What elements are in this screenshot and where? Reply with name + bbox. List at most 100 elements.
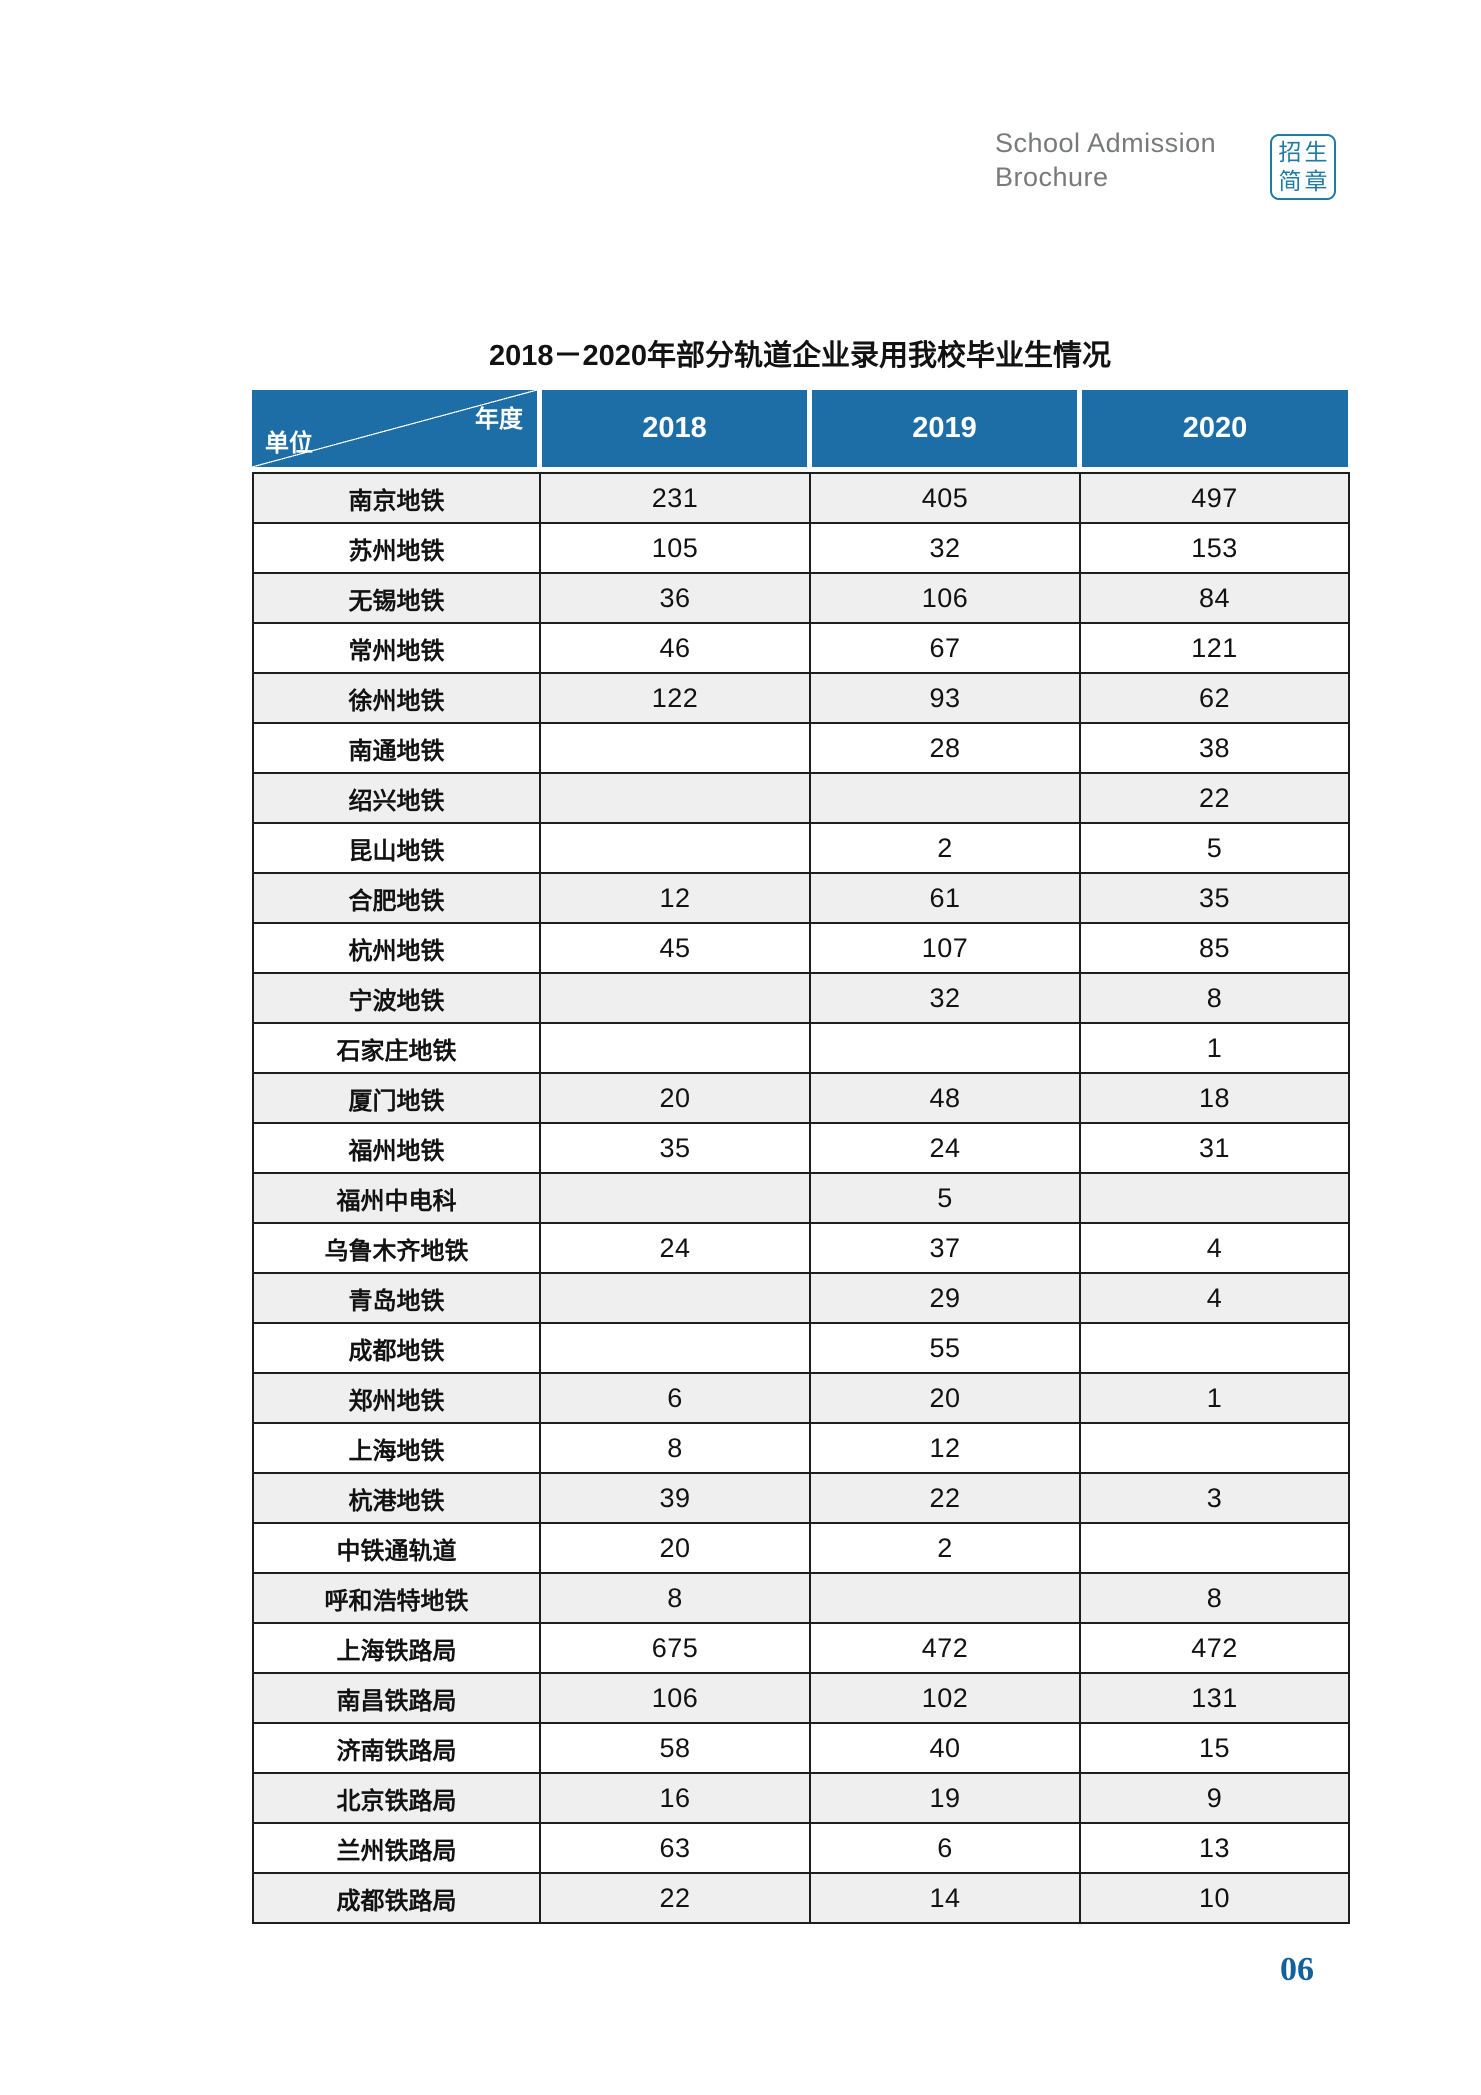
year-header-2018: 2018 [542,390,807,467]
value-cell: 13 [1079,1822,1350,1874]
value-cell: 107 [809,922,1081,974]
value-cell: 48 [809,1072,1081,1124]
value-cell: 24 [539,1222,811,1274]
unit-cell: 无锡地铁 [252,572,541,624]
unit-cell: 南通地铁 [252,722,541,774]
value-cell: 472 [809,1622,1081,1674]
table-row: 兰州铁路局 63 6 13 [252,1822,1350,1874]
value-cell: 18 [1079,1072,1350,1124]
table-row: 绍兴地铁 22 [252,772,1350,824]
unit-cell: 济南铁路局 [252,1722,541,1774]
value-cell [539,772,811,824]
value-cell [1079,1172,1350,1224]
value-cell: 405 [809,472,1081,524]
value-cell [539,1022,811,1074]
table-row: 呼和浩特地铁 8 8 [252,1572,1350,1624]
value-cell: 5 [809,1172,1081,1224]
table-row: 福州中电科 5 [252,1172,1350,1224]
value-cell: 32 [809,522,1081,574]
unit-cell: 福州中电科 [252,1172,541,1224]
value-cell: 5 [1079,822,1350,874]
value-cell: 20 [809,1372,1081,1424]
value-cell [809,1022,1081,1074]
value-cell: 8 [539,1572,811,1624]
value-cell: 31 [1079,1122,1350,1174]
value-cell: 37 [809,1222,1081,1274]
value-cell: 675 [539,1622,811,1674]
value-cell: 106 [809,572,1081,624]
value-cell: 85 [1079,922,1350,974]
value-cell: 22 [539,1872,811,1924]
value-cell: 9 [1079,1772,1350,1824]
corner-label-unit: 单位 [265,430,313,457]
value-cell: 22 [1079,772,1350,824]
value-cell: 153 [1079,522,1350,574]
value-cell [539,722,811,774]
logo-text-line1: 招生 [1278,139,1331,165]
value-cell: 472 [1079,1622,1350,1674]
table-row: 杭州地铁 45 107 85 [252,922,1350,974]
table-row: 南京地铁 231 405 497 [252,472,1350,524]
unit-cell: 苏州地铁 [252,522,541,574]
value-cell: 39 [539,1472,811,1524]
value-cell: 12 [809,1422,1081,1474]
value-cell: 35 [1079,872,1350,924]
value-cell: 24 [809,1122,1081,1174]
unit-cell: 常州地铁 [252,622,541,674]
unit-cell: 绍兴地铁 [252,772,541,824]
table-row: 济南铁路局 58 40 15 [252,1722,1350,1774]
value-cell: 8 [1079,1572,1350,1624]
table-row: 厦门地铁 20 48 18 [252,1072,1350,1124]
unit-cell: 兰州铁路局 [252,1822,541,1874]
unit-cell: 昆山地铁 [252,822,541,874]
unit-cell: 宁波地铁 [252,972,541,1024]
table-row: 宁波地铁 32 8 [252,972,1350,1024]
table-row: 无锡地铁 36 106 84 [252,572,1350,624]
table-row: 上海铁路局 675 472 472 [252,1622,1350,1674]
value-cell [1079,1322,1350,1374]
table-row: 石家庄地铁 1 [252,1022,1350,1074]
logo-text-line2: 简章 [1278,168,1331,194]
unit-cell: 乌鲁木齐地铁 [252,1222,541,1274]
unit-cell: 上海铁路局 [252,1622,541,1674]
table-row: 北京铁路局 16 19 9 [252,1772,1350,1824]
table-row: 杭港地铁 39 22 3 [252,1472,1350,1524]
value-cell: 28 [809,722,1081,774]
value-cell: 131 [1079,1672,1350,1724]
table-body: 南京地铁 231 405 497 苏州地铁 105 32 153 无锡地铁 36 106 84 常州地铁… [252,472,1350,1924]
value-cell: 16 [539,1772,811,1824]
corner-label-year: 年度 [475,406,523,433]
value-cell: 58 [539,1722,811,1774]
value-cell: 2 [809,822,1081,874]
value-cell: 4 [1079,1272,1350,1324]
unit-cell: 上海地铁 [252,1422,541,1474]
value-cell: 14 [809,1872,1081,1924]
value-cell: 32 [809,972,1081,1024]
recruitment-table: 年度 单位 2018 2019 2020 南京地铁 231 405 497 苏州地铁 10… [252,390,1350,1924]
unit-cell: 石家庄地铁 [252,1022,541,1074]
table-row: 成都地铁 55 [252,1322,1350,1374]
value-cell [539,972,811,1024]
table-row: 昆山地铁 2 5 [252,822,1350,874]
year-header-2020: 2020 [1082,390,1348,467]
unit-cell: 成都铁路局 [252,1872,541,1924]
value-cell [539,1272,811,1324]
unit-cell: 福州地铁 [252,1122,541,1174]
table-row: 南昌铁路局 106 102 131 [252,1672,1350,1724]
value-cell: 105 [539,522,811,574]
unit-cell: 呼和浩特地铁 [252,1572,541,1624]
unit-cell: 青岛地铁 [252,1272,541,1324]
value-cell [539,1172,811,1224]
value-cell: 497 [1079,472,1350,524]
value-cell: 121 [1079,622,1350,674]
table-row: 福州地铁 35 24 31 [252,1122,1350,1174]
value-cell: 38 [1079,722,1350,774]
year-header-2019: 2019 [812,390,1077,467]
value-cell: 29 [809,1272,1081,1324]
table-header-row: 年度 单位 2018 2019 2020 [252,390,1348,467]
table-row: 上海地铁 8 12 [252,1422,1350,1474]
value-cell: 231 [539,472,811,524]
value-cell: 61 [809,872,1081,924]
brochure-header-line1: School Admission [995,128,1217,158]
value-cell: 35 [539,1122,811,1174]
